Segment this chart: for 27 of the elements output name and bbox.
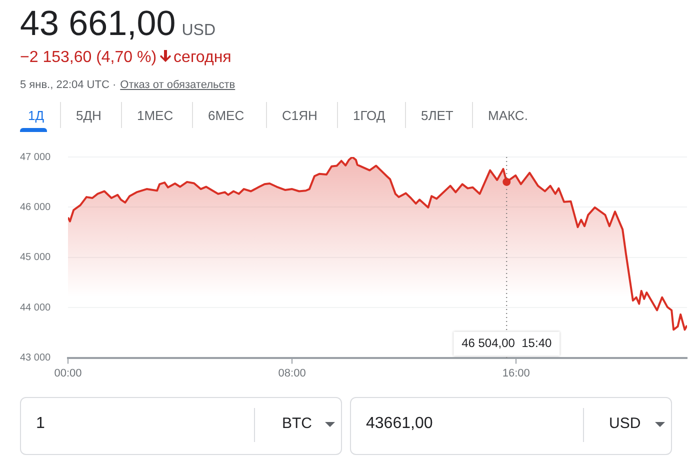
y-tick-label: 46 000: [20, 202, 52, 213]
text: 5ДН: [76, 108, 102, 123]
text: С1ЯН: [282, 108, 318, 123]
chart-subtitle: −2 153,60 (4,70 %): [20, 49, 157, 66]
text: 1ГОД: [353, 108, 386, 123]
text: 6МЕС: [208, 108, 244, 123]
text: USD: [609, 415, 641, 432]
text: 1: [36, 415, 45, 433]
y-tick-label: 43 000: [20, 352, 52, 364]
text: сегодня: [174, 49, 232, 66]
chart-title: 43 661,00: [20, 4, 176, 43]
y-tick-label: 45 000: [20, 252, 52, 264]
text: 5ЛЕТ: [421, 108, 454, 123]
text: 5 янв., 22:04 UTC ·: [20, 79, 116, 91]
y-tick-label: 44 000: [20, 302, 52, 314]
annotation: 46 504,00 15:40: [462, 336, 552, 350]
x-tick-label: 16:00: [502, 367, 530, 380]
text: МАКС.: [488, 108, 528, 123]
text: BTC: [282, 415, 312, 432]
text: 1МЕС: [137, 108, 174, 123]
x-tick-label: 00:00: [54, 367, 82, 380]
text: 1Д: [28, 108, 44, 123]
x-tick-label: 08:00: [278, 367, 306, 380]
text: Отказ от обязательств: [120, 79, 236, 91]
y-tick-label: 47 000: [20, 152, 52, 163]
text: 43661,00: [366, 415, 433, 433]
text: USD: [182, 22, 216, 39]
